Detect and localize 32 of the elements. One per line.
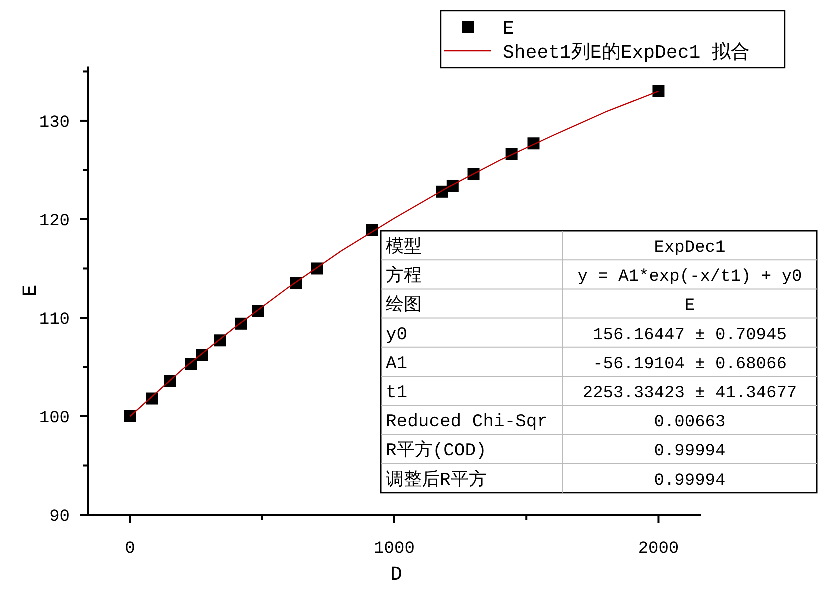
x-tick-label: 2000 (638, 540, 680, 559)
annotation: 2253.33423 ± 41.34677 (582, 384, 798, 404)
y-tick-label: 120 (39, 212, 70, 232)
annotation: 方程 (386, 265, 422, 288)
annotation: A1 (386, 354, 408, 374)
annotation: y0 (386, 325, 408, 346)
annotation: y = A1*exp(-x/t1) + y0 (578, 268, 802, 288)
legend-label: Sheet1列E的ExpDec1 拟合 (503, 42, 750, 64)
annotation: E (684, 297, 696, 316)
y-tick-label: 110 (39, 310, 70, 330)
x-tick-label: 0 (125, 540, 136, 559)
annotation: 0.99994 (654, 472, 726, 491)
point (124, 410, 136, 422)
annotation: Reduced Chi-Sqr (386, 412, 548, 433)
annotation: R平方(COD) (386, 440, 487, 462)
annotation: -56.19104 ± 0.68066 (593, 355, 787, 374)
y-tick-label: 100 (39, 409, 70, 428)
y-tick-label: 90 (50, 508, 70, 527)
annotation: 0.99994 (654, 442, 726, 462)
annotation: t1 (386, 384, 408, 404)
legend-label: E (503, 18, 514, 40)
annotation: 模型 (386, 237, 422, 258)
annotation: 调整后R平方 (386, 468, 487, 491)
x-tick-label: 1000 (374, 540, 415, 559)
annotation: 156.16447 ± 0.70945 (593, 326, 787, 346)
annotation: 绘图 (386, 295, 422, 316)
annotation: 0.00663 (654, 414, 726, 433)
y-tick-label: 130 (39, 114, 70, 133)
annotation: ExpDec1 (654, 239, 726, 258)
y-axis-title: E (20, 284, 43, 297)
x-axis-title: D (390, 564, 403, 587)
point (652, 85, 665, 98)
